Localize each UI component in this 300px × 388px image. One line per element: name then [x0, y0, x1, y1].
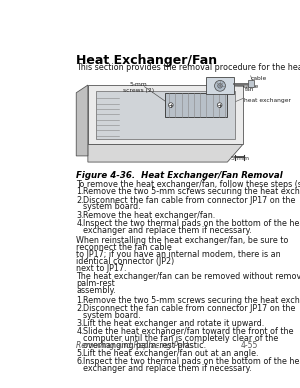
- Text: heat exchanger: heat exchanger: [244, 98, 291, 103]
- Polygon shape: [76, 85, 88, 156]
- Text: 4.: 4.: [76, 327, 84, 336]
- Text: Lift the heat exchanger and rotate it upward.: Lift the heat exchanger and rotate it up…: [83, 319, 265, 328]
- Text: exchanger and replace them if necessary.: exchanger and replace them if necessary.: [83, 225, 252, 235]
- Text: 6.: 6.: [76, 357, 84, 366]
- Text: next to JP17.: next to JP17.: [76, 263, 127, 273]
- Circle shape: [169, 103, 173, 107]
- Text: 3.: 3.: [76, 211, 84, 220]
- Text: 5 mm: 5 mm: [231, 156, 249, 161]
- Text: 4.: 4.: [76, 218, 84, 228]
- Text: 1.: 1.: [76, 187, 84, 196]
- Text: Disconnect the fan cable from connector JP17 on the: Disconnect the fan cable from connector …: [83, 304, 296, 313]
- Text: 5-mm
screws (2): 5-mm screws (2): [123, 82, 154, 93]
- Text: identical connector (JP2): identical connector (JP2): [76, 257, 175, 266]
- Circle shape: [217, 103, 222, 107]
- Text: The heat exchanger/fan can be removed without removing the: The heat exchanger/fan can be removed wi…: [76, 272, 300, 281]
- Text: Remove the heat exchanger/fan.: Remove the heat exchanger/fan.: [83, 211, 215, 220]
- Text: reconnect the fan cable: reconnect the fan cable: [76, 243, 172, 252]
- Text: assembly.: assembly.: [76, 286, 116, 295]
- Text: cable: cable: [243, 83, 259, 88]
- Bar: [248, 80, 254, 87]
- Text: computer until the fan is completely clear of the: computer until the fan is completely cle…: [83, 334, 278, 343]
- Bar: [206, 77, 234, 94]
- Text: To remove the heat exchanger/fan, follow these steps (see Figure 4-36):: To remove the heat exchanger/fan, follow…: [76, 180, 300, 189]
- Text: fan: fan: [245, 87, 255, 92]
- Text: This section provides the removal procedure for the heat exchanger/fan.: This section provides the removal proced…: [76, 64, 300, 73]
- Text: When reinstalling the heat exchanger/fan, be sure to: When reinstalling the heat exchanger/fan…: [76, 236, 289, 245]
- Text: system board.: system board.: [83, 203, 141, 211]
- Circle shape: [218, 83, 222, 88]
- Polygon shape: [88, 85, 243, 144]
- Text: palm-rest: palm-rest: [76, 279, 115, 288]
- Text: overhanging palm-rest plastic.: overhanging palm-rest plastic.: [83, 341, 206, 350]
- Text: Removing and Replacing Parts: Removing and Replacing Parts: [76, 341, 193, 350]
- Text: Lift the heat exchanger/fan out at an angle.: Lift the heat exchanger/fan out at an an…: [83, 349, 259, 358]
- Text: Slide the heat exchanger/fan toward the front of the: Slide the heat exchanger/fan toward the …: [83, 327, 294, 336]
- Text: Inspect the two thermal pads on the bottom of the heat: Inspect the two thermal pads on the bott…: [83, 357, 300, 366]
- Polygon shape: [96, 91, 235, 139]
- Text: to JP17; if you have an internal modem, there is an: to JP17; if you have an internal modem, …: [76, 250, 281, 259]
- Text: system board.: system board.: [83, 311, 141, 320]
- Text: 2.: 2.: [76, 304, 84, 313]
- Text: Remove the two 5-mm screws securing the heat exchanger.: Remove the two 5-mm screws securing the …: [83, 187, 300, 196]
- Text: Remove the two 5-mm screws securing the heat exchanger.: Remove the two 5-mm screws securing the …: [83, 296, 300, 305]
- Text: cable: cable: [250, 76, 267, 81]
- Text: 5.: 5.: [76, 349, 84, 358]
- Text: 2.: 2.: [76, 196, 84, 204]
- Text: Heat Exchanger/Fan: Heat Exchanger/Fan: [76, 54, 218, 67]
- Text: Disconnect the fan cable from connector JP17 on the: Disconnect the fan cable from connector …: [83, 196, 296, 204]
- Text: 1.: 1.: [76, 296, 84, 305]
- Polygon shape: [88, 144, 243, 162]
- Polygon shape: [165, 93, 227, 118]
- Circle shape: [214, 80, 225, 91]
- Text: Inspect the two thermal pads on the bottom of the heat: Inspect the two thermal pads on the bott…: [83, 218, 300, 228]
- Text: 3.: 3.: [76, 319, 84, 328]
- Text: exchanger and replace them if necessary.: exchanger and replace them if necessary.: [83, 364, 252, 373]
- Text: 4-55: 4-55: [241, 341, 258, 350]
- Text: Figure 4-36.  Heat Exchanger/Fan Removal: Figure 4-36. Heat Exchanger/Fan Removal: [76, 171, 283, 180]
